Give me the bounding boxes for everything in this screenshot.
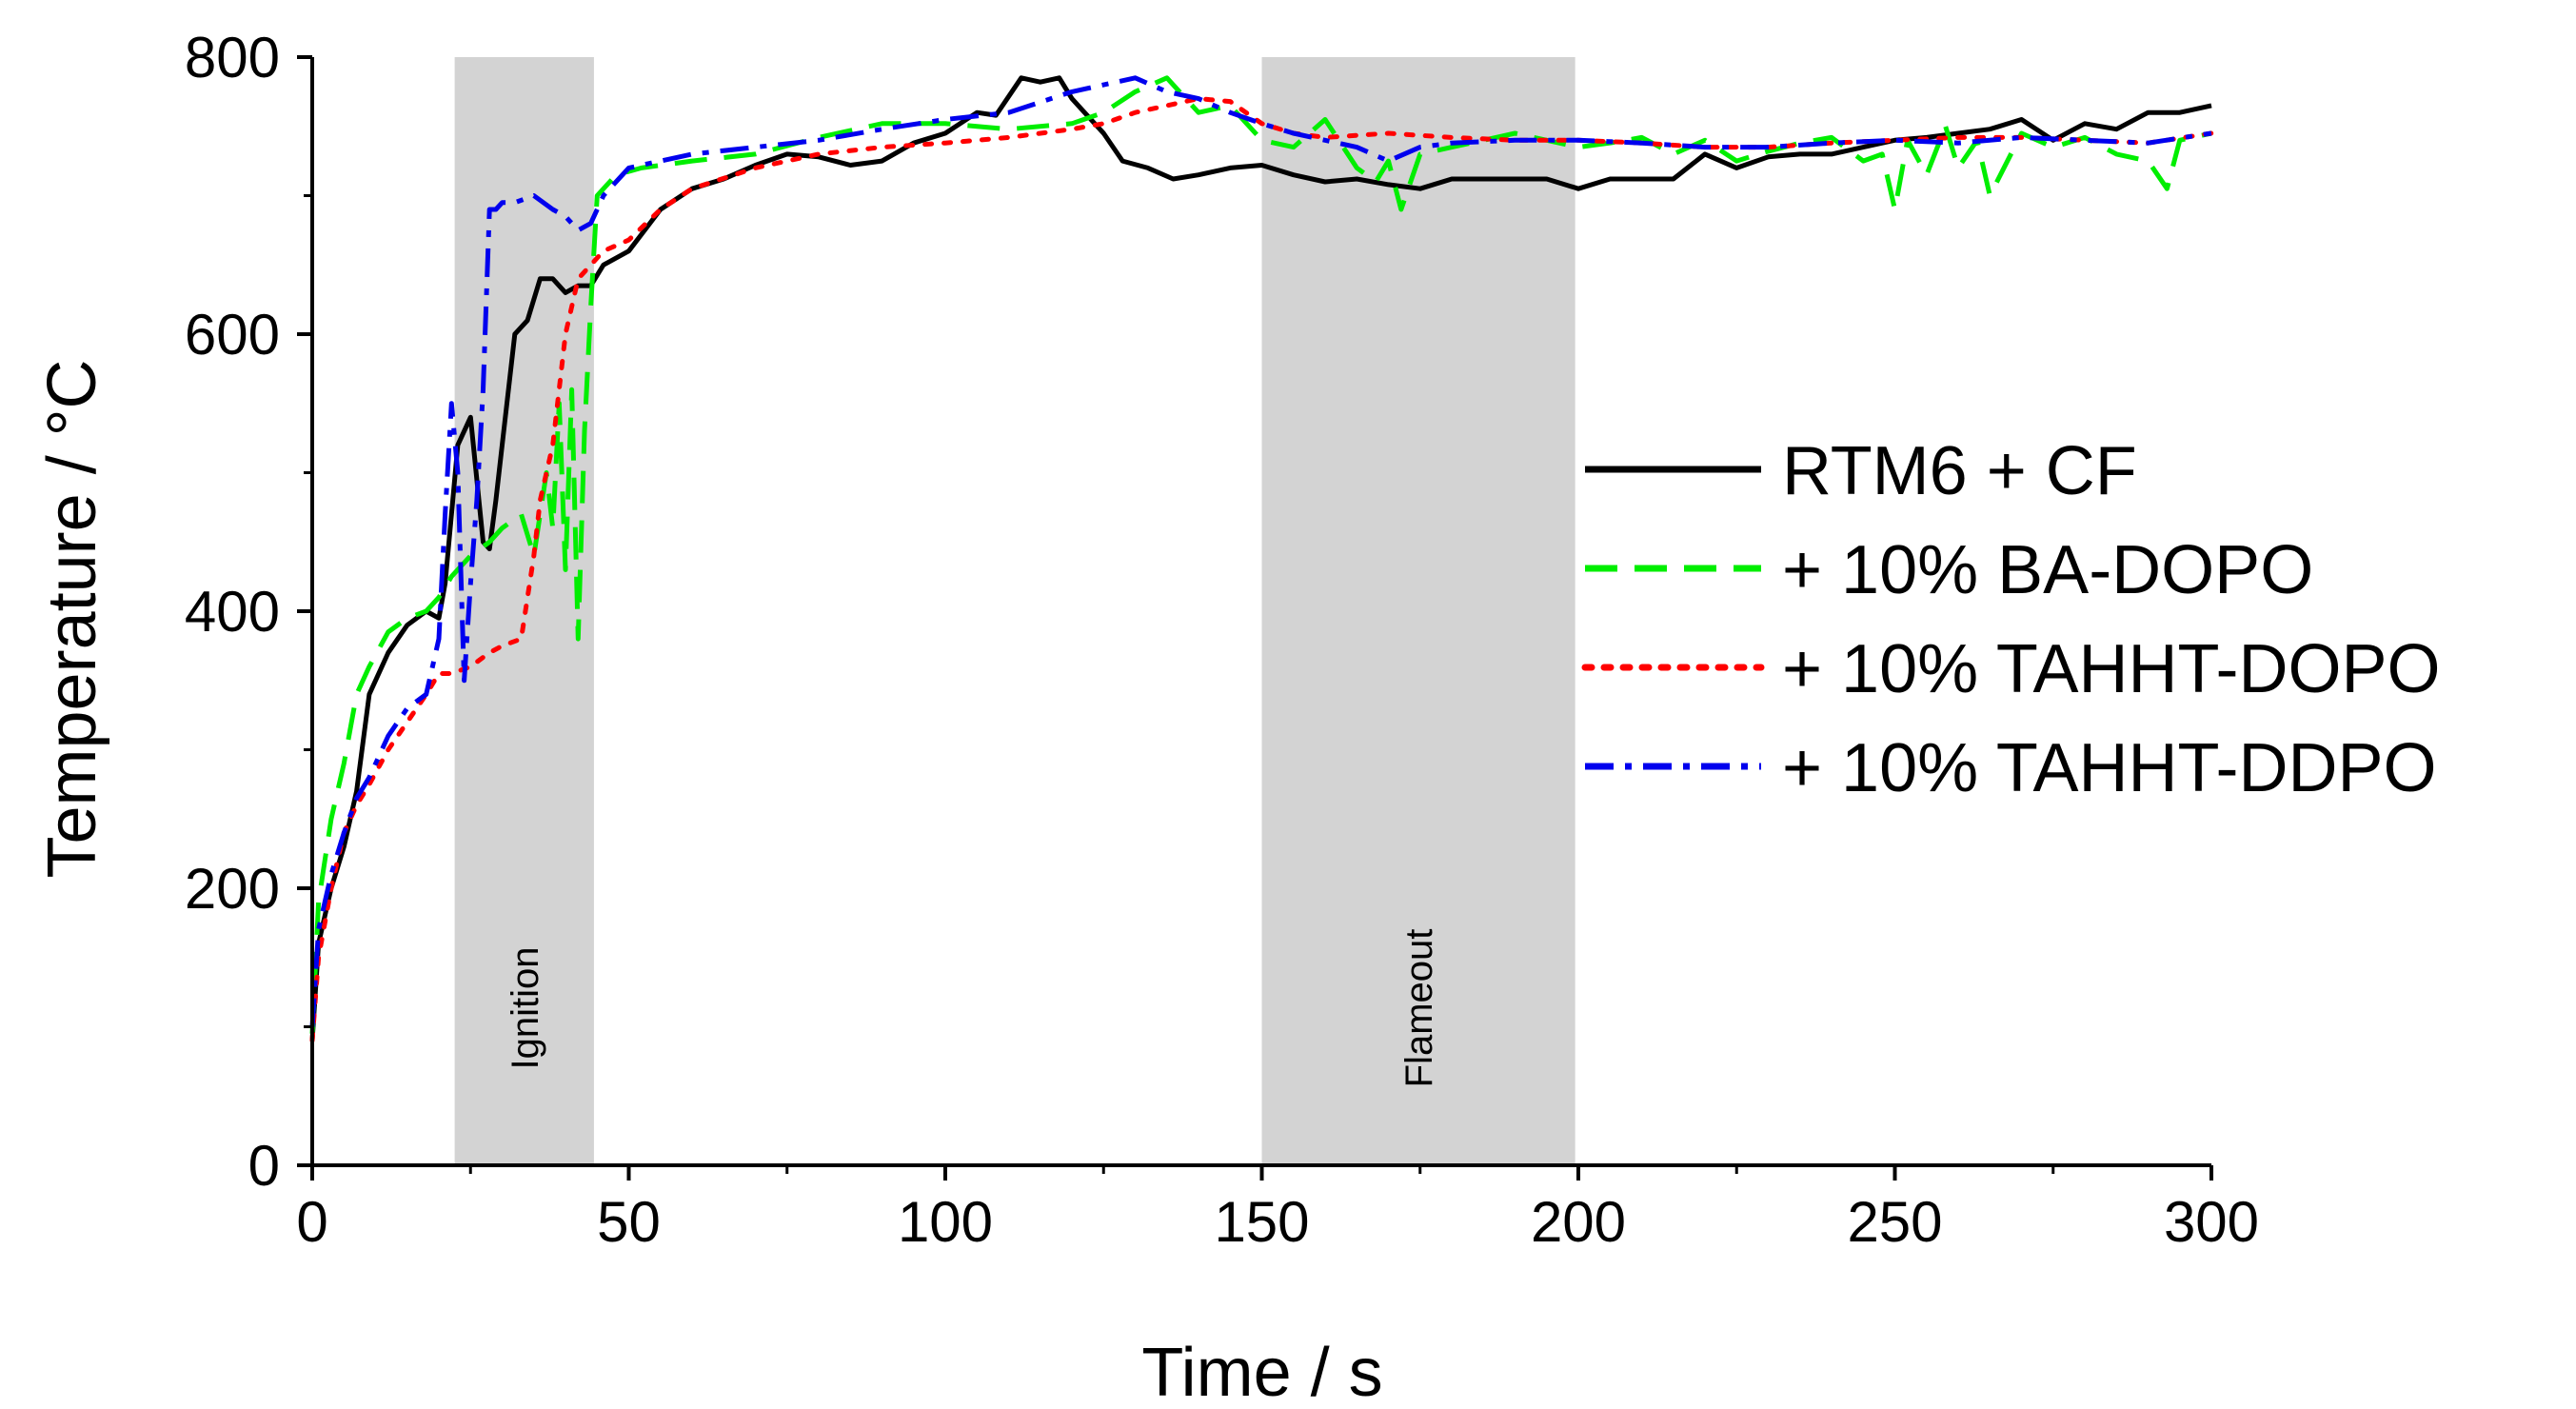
legend-label-3: + 10% TAHHT-DDPO <box>1782 730 2437 806</box>
axis-ticks: 0 50 100 150 200 250 300 0 200 400 600 800 <box>185 26 2259 1254</box>
y-tick-label-200: 200 <box>185 857 280 921</box>
region-label-ignition: Ignition <box>505 947 546 1070</box>
x-tick-label-100: 100 <box>898 1190 993 1254</box>
x-tick-label-200: 200 <box>1531 1190 1626 1254</box>
y-tick-label-800: 800 <box>185 26 280 89</box>
y-tick-label-400: 400 <box>185 580 280 644</box>
x-tick-label-150: 150 <box>1214 1190 1309 1254</box>
series-line-1 <box>309 75 2212 1034</box>
legend-label-1: + 10% BA-DOPO <box>1782 532 2313 608</box>
x-tick-label-300: 300 <box>2164 1190 2259 1254</box>
legend: RTM6 + CF + 10% BA-DOPO + 10% TAHHT-DOPO + … <box>1581 433 2441 806</box>
y-tick-label-0: 0 <box>248 1134 280 1198</box>
y-axis-title: Temperature / °C <box>34 360 110 879</box>
legend-label-0: RTM6 + CF <box>1782 433 2137 509</box>
series-lines <box>309 75 2214 1043</box>
x-tick-label-50: 50 <box>597 1190 661 1254</box>
series-line-3 <box>309 75 2212 1027</box>
legend-label-2: + 10% TAHHT-DOPO <box>1782 631 2441 707</box>
x-tick-label-250: 250 <box>1847 1190 1942 1254</box>
region-label-flameout: Flameout <box>1398 929 1440 1088</box>
series-line-0 <box>309 75 2212 1042</box>
x-tick-label-0: 0 <box>296 1190 327 1254</box>
series-line-2 <box>309 96 2214 1043</box>
region-flameout <box>1261 57 1575 1165</box>
shaded-regions: Ignition Flameout <box>454 57 1575 1165</box>
y-tick-label-600: 600 <box>185 303 280 367</box>
x-axis-title: Time / s <box>1141 1335 1382 1409</box>
